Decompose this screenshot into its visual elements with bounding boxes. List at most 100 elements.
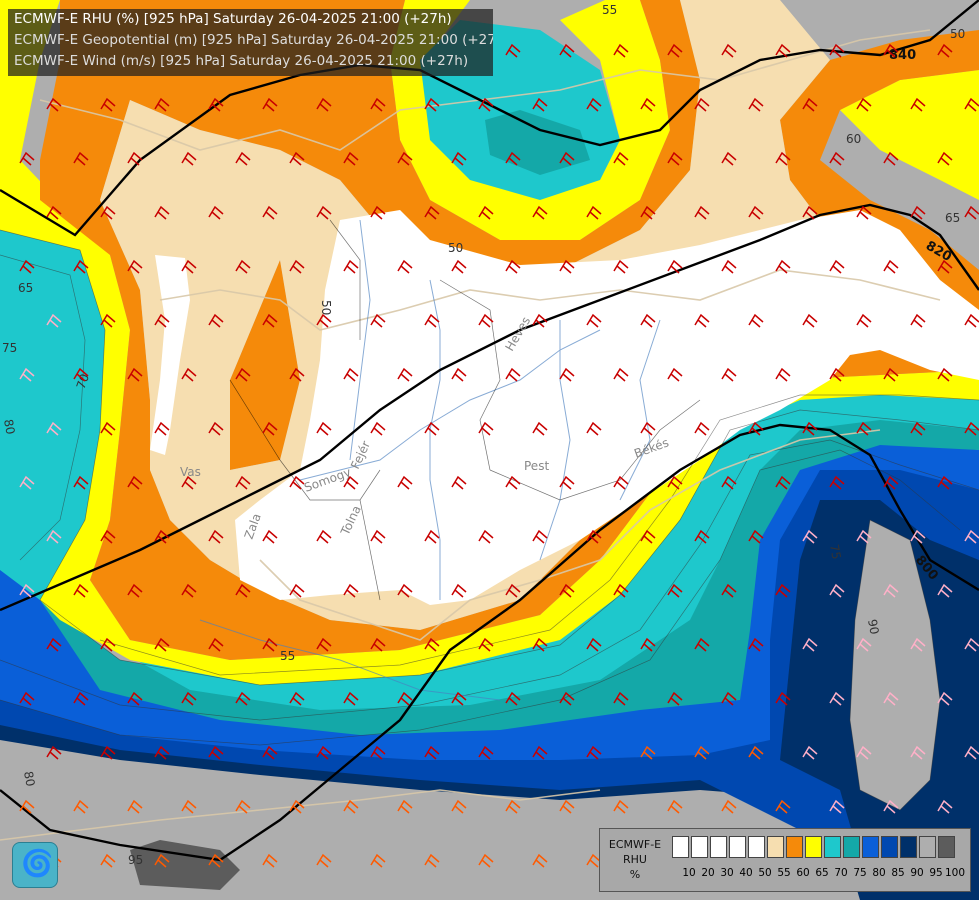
wind-barb	[667, 583, 683, 598]
wind-barb	[343, 151, 359, 166]
wind-barb	[235, 475, 251, 490]
wind-barb	[73, 151, 89, 166]
wind-barb	[937, 151, 953, 166]
wind-barb	[640, 313, 656, 328]
wind-barb	[262, 205, 278, 220]
rhu-band-100	[130, 840, 240, 890]
wind-barb	[532, 421, 548, 436]
wind-barb	[478, 313, 494, 328]
wind-barb	[262, 421, 278, 436]
wind-barb	[289, 799, 305, 814]
wind-barb	[100, 97, 116, 112]
wind-barb	[289, 367, 305, 382]
wind-barb	[370, 529, 386, 544]
rhu-contour-lines	[0, 229, 979, 811]
wind-barb	[829, 583, 845, 598]
wind-barb	[829, 43, 845, 58]
wind-barb	[829, 367, 845, 382]
wind-barb	[775, 691, 791, 706]
wind-barb	[613, 367, 629, 382]
wind-barb	[748, 97, 764, 112]
wind-barb	[613, 799, 629, 814]
wind-barb	[829, 259, 845, 274]
legend-tick-label: 85	[891, 867, 905, 879]
place-label: Vas	[180, 465, 201, 479]
wind-barb	[154, 421, 170, 436]
wind-barb	[559, 799, 575, 814]
rivers	[199, 219, 661, 701]
wind-barb	[451, 583, 467, 598]
wind-barb	[532, 529, 548, 544]
legend-tick-label: 60	[796, 867, 810, 879]
wind-barb	[613, 259, 629, 274]
rhu-label: 75	[2, 341, 17, 355]
wind-barb	[478, 745, 494, 760]
wind-barb	[451, 367, 467, 382]
wind-barb	[397, 151, 413, 166]
wind-barb	[154, 637, 170, 652]
place-label: Pest	[524, 459, 549, 473]
wind-barb	[424, 205, 440, 220]
wind-barb	[478, 97, 494, 112]
wind-barb	[208, 97, 224, 112]
wind-barb	[559, 151, 575, 166]
wind-barb	[532, 313, 548, 328]
wind-barb	[127, 691, 143, 706]
legend-swatch	[786, 836, 803, 858]
wind-barb	[46, 637, 62, 652]
wind-barb	[127, 259, 143, 274]
legend-swatch	[919, 836, 936, 858]
wind-barb	[910, 313, 926, 328]
wind-barb	[100, 421, 116, 436]
legend-swatch	[672, 836, 689, 858]
title-geopotential: ECMWF-E Geopotential (m) [925 hPa] Satur…	[14, 32, 493, 48]
wind-barb	[235, 259, 251, 274]
wind-barb	[46, 313, 62, 328]
wind-barb	[262, 637, 278, 652]
wind-barb	[370, 313, 386, 328]
wind-barb	[721, 151, 737, 166]
wind-barb	[262, 313, 278, 328]
wind-barb	[505, 583, 521, 598]
wind-barb	[424, 313, 440, 328]
wind-barb	[910, 529, 926, 544]
county-borders	[229, 219, 701, 601]
wind-barb	[721, 259, 737, 274]
legend-swatch	[900, 836, 917, 858]
wind-barb	[451, 799, 467, 814]
legend-swatch	[843, 836, 860, 858]
map-title-box: ECMWF-E RHU (%) [925 hPa] Saturday 26-04…	[8, 9, 493, 76]
wind-barb	[73, 367, 89, 382]
swirl-logo-icon: 🌀	[12, 842, 58, 888]
wind-barb	[640, 421, 656, 436]
wind-barb	[532, 205, 548, 220]
wind-barb	[235, 583, 251, 598]
wind-barb	[883, 151, 899, 166]
wind-barb	[316, 745, 332, 760]
wind-barb	[343, 691, 359, 706]
wind-barb	[289, 151, 305, 166]
wind-barb	[802, 745, 818, 760]
wind-barb	[478, 421, 494, 436]
wind-barb	[316, 637, 332, 652]
legend-swatch	[881, 836, 898, 858]
wind-barb	[100, 529, 116, 544]
wind-barb	[208, 205, 224, 220]
rhu-label: 65	[18, 281, 33, 295]
legend-tick-label: 65	[815, 867, 829, 879]
rhu-band-65	[0, 0, 979, 685]
legend-tick-label: 90	[910, 867, 924, 879]
wind-barb	[208, 313, 224, 328]
wind-barb	[856, 421, 872, 436]
wind-barb	[910, 205, 926, 220]
wind-barb	[316, 313, 332, 328]
wind-barb	[127, 799, 143, 814]
wind-barb	[154, 313, 170, 328]
rhu-label: 50	[950, 27, 965, 41]
wind-barb	[235, 799, 251, 814]
rhu-color-legend: ECMWF-E RHU % 10 20 30 40 50 55 60 65 70 75 80 85 90…	[599, 828, 971, 892]
wind-barb	[532, 853, 548, 868]
wind-barb	[883, 799, 899, 814]
wind-barb	[451, 475, 467, 490]
wind-barb	[694, 97, 710, 112]
